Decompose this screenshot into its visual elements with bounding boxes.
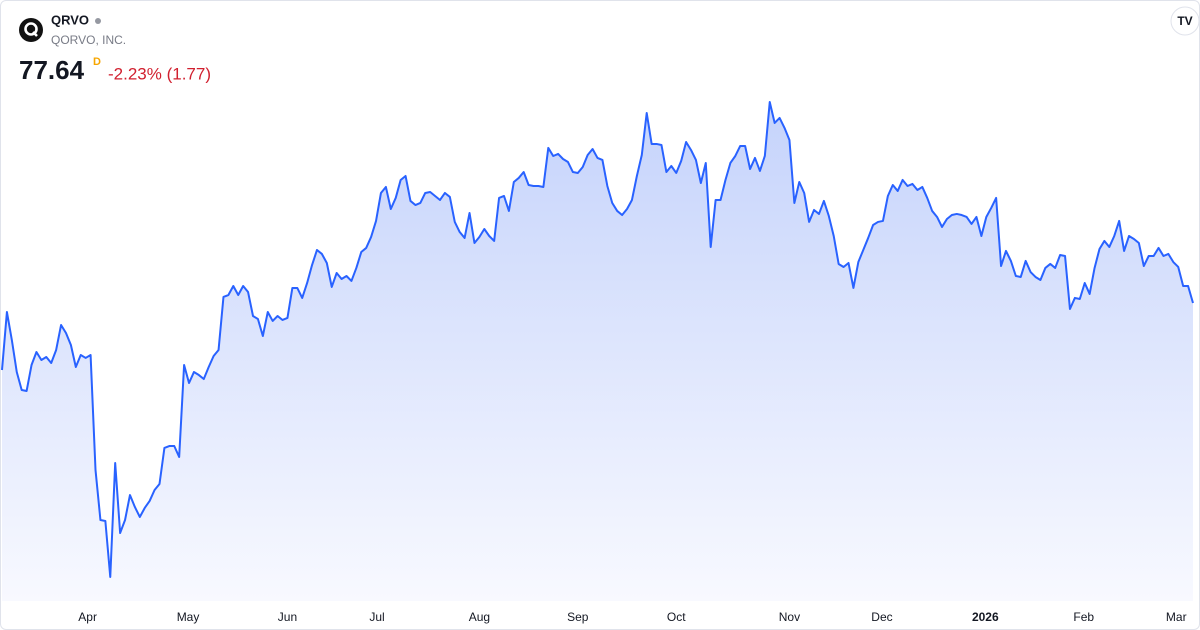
plot-area [1, 101, 1194, 601]
logo [19, 18, 43, 42]
interval: D [93, 56, 101, 68]
x-tick-label: Sep [567, 610, 589, 624]
tv-logo-bg[interactable] [1170, 6, 1199, 36]
area-fill [2, 102, 1193, 601]
logo-ring [24, 22, 38, 36]
symbol: QRVO [51, 12, 89, 27]
x-axis: Apr May Jun Jul Aug Sep Oct Nov Dec 2026 Feb Mar [78, 610, 1186, 624]
price: 77.64 [19, 55, 85, 85]
x-tick-label: 2026 [972, 610, 999, 624]
x-tick-label: Aug [469, 610, 490, 624]
x-tick-label: Jun [278, 610, 297, 624]
x-tick-label: Apr [78, 610, 97, 624]
logo-tail [32, 31, 38, 37]
x-tick-label: May [177, 610, 200, 624]
x-tick-label: Oct [667, 610, 686, 624]
price-line [1, 101, 1194, 578]
x-tick-label: Nov [779, 610, 800, 624]
status-dot [95, 18, 101, 24]
x-tick-label: Mar [1166, 610, 1187, 624]
price-change: -2.23% (1.77) [108, 64, 211, 83]
x-tick-label: Feb [1073, 610, 1094, 624]
x-tick-label: Jul [369, 610, 384, 624]
tv-logo[interactable]: TV [1177, 14, 1192, 28]
x-tick-label: Dec [871, 610, 892, 624]
company-name: QORVO, INC. [51, 33, 126, 47]
